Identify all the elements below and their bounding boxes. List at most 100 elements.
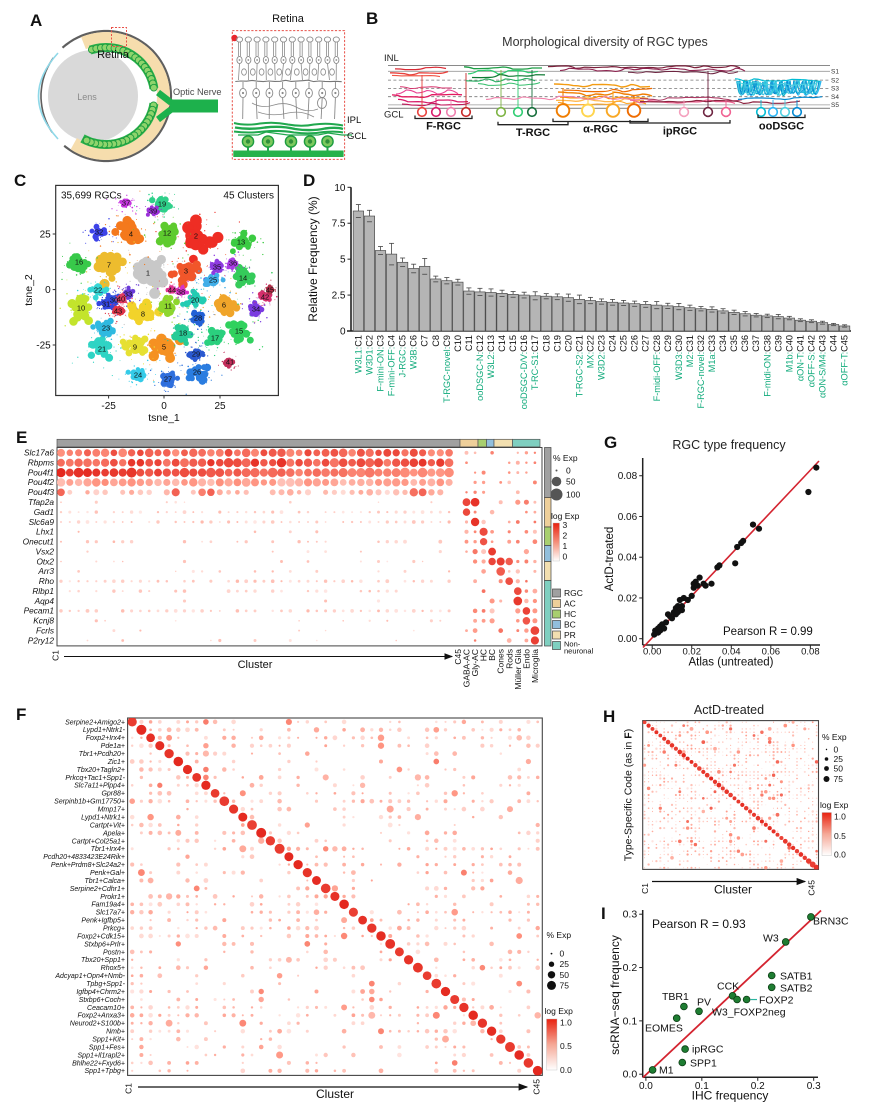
svg-text:Serpinb1b+Gm17750+: Serpinb1b+Gm17750+ [54,799,125,806]
svg-text:Rods: Rods [504,649,514,669]
svg-text:22: 22 [94,286,102,295]
svg-text:INL: INL [384,53,399,64]
svg-text:40: 40 [117,295,125,304]
svg-text:29: 29 [192,350,200,359]
svg-text:H: H [603,707,615,726]
svg-text:Cluster: Cluster [238,659,273,671]
svg-text:Pde1a+: Pde1a+ [101,743,125,750]
svg-text:10: 10 [77,304,85,313]
svg-text:0.02: 0.02 [618,593,638,604]
svg-text:2: 2 [563,531,568,541]
svg-text:0: 0 [560,949,565,959]
svg-text:PR: PR [564,630,576,640]
svg-text:0.04: 0.04 [722,647,741,658]
svg-text:Slc17a6: Slc17a6 [24,448,54,458]
svg-text:IPL: IPL [347,115,361,126]
svg-text:Spp1+Tpbg+: Spp1+Tpbg+ [85,1068,125,1075]
svg-text:Tfap2a: Tfap2a [28,497,54,507]
svg-text:RGC: RGC [564,588,583,598]
svg-text:C24: C24 [608,335,618,352]
svg-text:0.08: 0.08 [801,647,820,658]
svg-text:Zic1+: Zic1+ [107,759,125,766]
svg-text:αON-S/M4:C43: αON-S/M4:C43 [818,335,828,398]
svg-text:Relative Frequency (%): Relative Frequency (%) [306,196,320,321]
svg-text:HC: HC [564,609,576,619]
svg-text:A: A [30,11,42,30]
svg-text:log Exp: log Exp [551,511,580,521]
svg-text:0.06: 0.06 [762,647,781,658]
svg-text:% Exp: % Exp [547,930,572,940]
svg-text:44: 44 [168,286,176,295]
svg-text:36: 36 [229,259,237,268]
svg-text:2.5: 2.5 [332,291,346,302]
svg-text:Slc6a9: Slc6a9 [29,517,55,527]
svg-text:37: 37 [122,199,130,208]
svg-text:D: D [303,171,315,190]
svg-text:35,699 RGCs: 35,699 RGCs [61,191,122,202]
svg-text:E: E [16,428,27,447]
svg-text:C45: C45 [453,649,463,665]
svg-text:Adcyap1+Opn4+Nmb-: Adcyap1+Opn4+Nmb- [54,973,125,980]
svg-text:Gly-AC: Gly-AC [470,649,480,676]
svg-text:Atlas (untreated): Atlas (untreated) [688,657,773,669]
svg-text:C19: C19 [552,335,562,352]
svg-text:Tbr1+Calca+: Tbr1+Calca+ [85,878,125,885]
svg-text:C45: C45 [532,1079,542,1095]
svg-text:Slc17a7+: Slc17a7+ [96,910,125,917]
svg-text:11: 11 [164,302,172,311]
svg-text:2: 2 [194,232,198,241]
svg-text:C25: C25 [619,335,629,352]
svg-text:HC: HC [479,649,489,661]
svg-text:18: 18 [179,329,187,338]
svg-text:16: 16 [75,258,83,267]
svg-text:0.5: 0.5 [560,1041,572,1051]
svg-text:Lypd1+Ntrk1-: Lypd1+Ntrk1- [83,727,126,734]
svg-text:7.5: 7.5 [332,219,346,230]
svg-text:21: 21 [98,345,106,354]
svg-text:32: 32 [95,228,103,237]
svg-text:Otx2: Otx2 [36,556,54,566]
svg-text:C35: C35 [729,335,739,352]
svg-text:Postn+: Postn+ [103,949,125,956]
svg-text:Foxp2+Irx4+: Foxp2+Irx4+ [86,735,125,742]
svg-text:39: 39 [149,207,157,216]
svg-text:Pecam1: Pecam1 [24,606,54,616]
svg-text:0: 0 [566,466,571,476]
svg-text:Non-: Non- [564,640,581,649]
svg-text:45: 45 [266,286,274,295]
svg-text:neuronal: neuronal [564,647,594,656]
svg-text:F-mini-ON:C3: F-mini-ON:C3 [376,335,386,392]
svg-text:Retina: Retina [97,49,130,61]
svg-text:Penk+Igfbp5+: Penk+Igfbp5+ [81,918,125,925]
svg-text:F-midi-ON:C38: F-midi-ON:C38 [762,335,772,397]
svg-text:ooDSGC: ooDSGC [759,121,804,133]
svg-text:C29: C29 [663,335,673,352]
svg-text:C14: C14 [497,335,507,352]
svg-text:Microglia: Microglia [530,649,540,683]
svg-text:Tbx20+Tagln2+: Tbx20+Tagln2+ [77,767,125,774]
svg-text:W3L2:C13: W3L2:C13 [486,335,496,378]
svg-text:42: 42 [261,293,269,302]
svg-text:Tbr1+Irx4+: Tbr1+Irx4+ [91,846,125,853]
svg-text:25: 25 [40,230,52,241]
svg-text:Fcrls: Fcrls [36,625,54,635]
svg-text:Vsx2: Vsx2 [36,546,55,556]
svg-text:C44: C44 [829,335,839,352]
svg-text:19: 19 [158,200,166,209]
svg-text:Stxbp6+Coch+: Stxbp6+Coch+ [79,997,125,1004]
svg-text:Morphological diversity of RGC: Morphological diversity of RGC types [502,35,708,49]
svg-text:M2:C31: M2:C31 [685,335,695,367]
svg-text:27: 27 [164,375,172,384]
svg-text:26: 26 [193,368,201,377]
svg-text:MX:C22: MX:C22 [585,335,595,368]
svg-text:75: 75 [560,980,570,990]
svg-text:0.04: 0.04 [618,553,638,564]
svg-text:M1a:C33: M1a:C33 [707,335,717,372]
svg-text:Rho: Rho [39,576,55,586]
svg-text:Nmb+: Nmb+ [106,1029,125,1036]
svg-text:C39: C39 [773,335,783,352]
svg-text:Spp1+Il1rapl2+: Spp1+Il1rapl2+ [78,1052,125,1059]
svg-text:G: G [604,433,617,452]
svg-text:0.00: 0.00 [618,634,638,645]
svg-text:17: 17 [211,334,219,343]
